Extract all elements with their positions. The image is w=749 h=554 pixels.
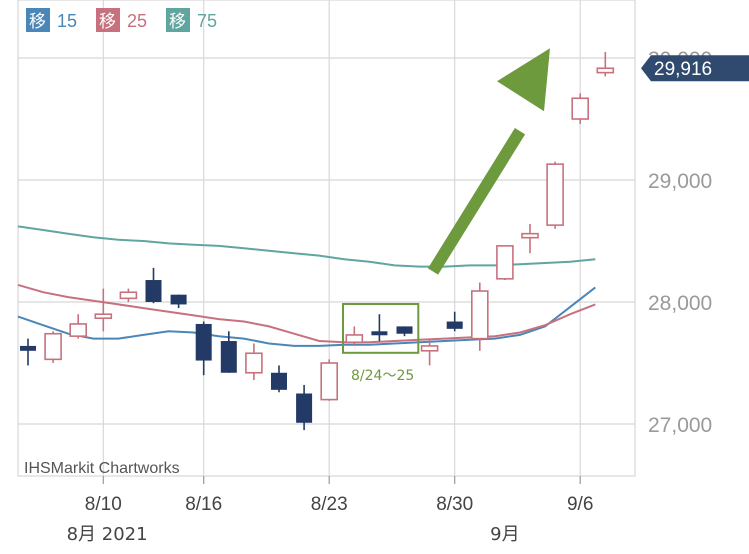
candle-9-6 [571,93,590,124]
y-tick-label: 27,000 [648,414,712,437]
candle-body [170,294,187,305]
candle-body [496,245,514,280]
x-tick-label: 8/30 [436,494,473,515]
candle-body [20,345,36,351]
legend-period: 15 [57,11,77,31]
legend-item-75: 移 75 [166,8,217,32]
candle-8-31 [470,282,489,351]
candle-body [571,97,590,120]
candle-8-12 [145,267,162,304]
legend-tag: 移 [99,12,116,32]
legend-period: 75 [197,11,217,31]
x-tick-label: 8/16 [185,494,222,515]
candle-9-7 [596,51,615,77]
y-tick-label: 29,000 [648,170,712,193]
candle-8-17 [220,331,237,373]
trend-arrow-shaft [427,128,526,275]
candle-8-20 [296,384,313,431]
last-price-badge: 29,916 [641,55,749,82]
candle-9-1 [496,245,514,281]
candle-body [271,372,287,390]
x-month-label: 8月 2021 [67,524,148,545]
watermark: IHSMarkit Chartworks [24,460,180,477]
candle-body [596,67,615,74]
candle-body [371,331,388,336]
candle-9-2 [521,223,539,254]
candle-body [396,326,413,334]
candle-8-5 [20,338,36,366]
candle-8-10 [94,288,113,332]
candle-body [521,232,539,239]
candle-body [546,163,564,226]
y-tick-label: 28,000 [648,292,712,315]
trend-arrow-head [497,48,550,112]
legend-swatch [96,8,120,32]
legend-swatch [26,8,50,32]
candle-9-3 [546,161,564,229]
x-tick-label: 8/10 [85,494,122,515]
annotation-box [342,303,420,354]
price-badge-shape [641,55,749,82]
candle-8-9 [69,314,87,339]
candle-body [145,280,162,302]
candle-body [44,332,62,361]
candle-body [470,290,489,340]
candle-8-27 [420,339,439,366]
ma-line-15 [17,286,596,347]
ma-line-25 [17,283,596,344]
candle-body [296,393,313,423]
grid-lines [18,0,635,476]
trend-arrow [427,48,550,275]
x-month-label: 9月 [490,524,519,545]
legend-period: 25 [127,11,147,31]
candle-8-11 [119,288,138,302]
x-tick-label: 8/23 [311,494,348,515]
legend: 移 15 移 25 移 75 [26,8,217,32]
candle-8-25 [371,314,388,342]
candle-8-24 [345,326,364,346]
legend-tag: 移 [169,12,186,32]
legend-tag: 移 [29,12,46,32]
candle-8-18 [245,343,263,381]
candle-body [94,313,113,320]
candle-8-6 [44,331,62,363]
candle-8-13 [170,294,187,309]
candle-8-16 [195,321,212,376]
candle-8-19 [271,365,287,393]
legend-item-25: 移 25 [96,8,147,32]
x-axis-labels: 8/10 8/16 8/23 8/30 9/6 8月 2021 9月 [67,476,593,545]
candle-body [345,334,364,344]
candle-body [420,345,439,352]
candle-body [446,321,463,329]
candle-body [195,323,212,361]
candle-8-30 [446,311,463,332]
candle-body [320,362,339,401]
candle-body [69,323,87,337]
candle-8-26 [396,326,413,337]
price-badge-text: 29,916 [654,59,712,80]
legend-swatch [166,8,190,32]
candle-body [119,291,138,300]
legend-item-15: 移 15 [26,8,77,32]
candle-8-23 [320,359,339,401]
x-tick-label: 9/6 [567,494,593,515]
candle-body [220,341,237,373]
annotation-label: 8/24〜25 [351,368,414,384]
candle-body [245,352,263,374]
candles [20,51,615,431]
